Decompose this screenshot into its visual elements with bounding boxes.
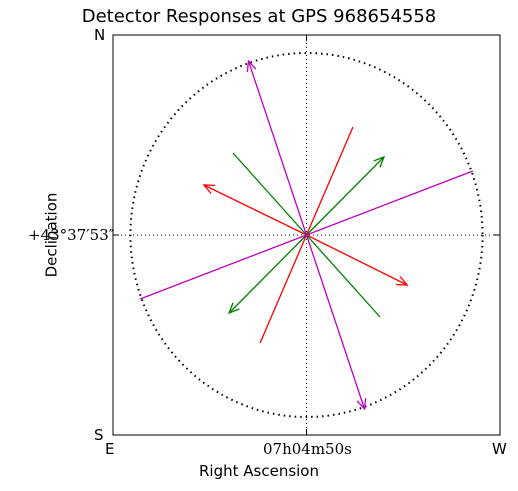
chart-title: Detector Responses at GPS 968654558: [81, 6, 437, 27]
arrow-line-s2-3: [139, 234, 307, 300]
arrow-line-s0-0: [306, 234, 408, 286]
horizon-circle: [129, 52, 484, 418]
x-axis-label: Right Ascension: [199, 462, 319, 480]
north-label: N: [94, 26, 106, 44]
arrow-line-s0-2: [305, 126, 354, 236]
arrow-line-s1-2: [232, 152, 307, 236]
arrow-line-s2-1: [305, 234, 366, 410]
arrow-line-s0-1: [203, 184, 307, 236]
arrow-line-s1-1: [228, 234, 307, 314]
arrow-head-s0-0: [396, 276, 409, 286]
east-label: E: [105, 440, 115, 458]
arrow-head-s2-0: [246, 59, 257, 73]
y-tick-label: +43°37′53″: [28, 226, 115, 244]
arrow-line-s1-0: [306, 156, 385, 236]
arrow-head-s1-1: [227, 302, 240, 315]
south-label: S: [94, 426, 104, 444]
arrow-line-s0-3: [259, 234, 308, 344]
arrow-head-s2-1: [356, 397, 367, 411]
y-axis-label: Declination: [42, 192, 61, 278]
arrow-head-s1-0: [373, 155, 386, 168]
arrow-line-s1-3: [306, 234, 381, 318]
arrow-line-s2-0: [247, 60, 308, 236]
west-label: W: [492, 440, 507, 458]
x-tick-label: 07h04m50s: [263, 440, 352, 458]
arrow-head-s0-1: [202, 184, 215, 194]
arrow-line-s2-2: [306, 170, 474, 236]
